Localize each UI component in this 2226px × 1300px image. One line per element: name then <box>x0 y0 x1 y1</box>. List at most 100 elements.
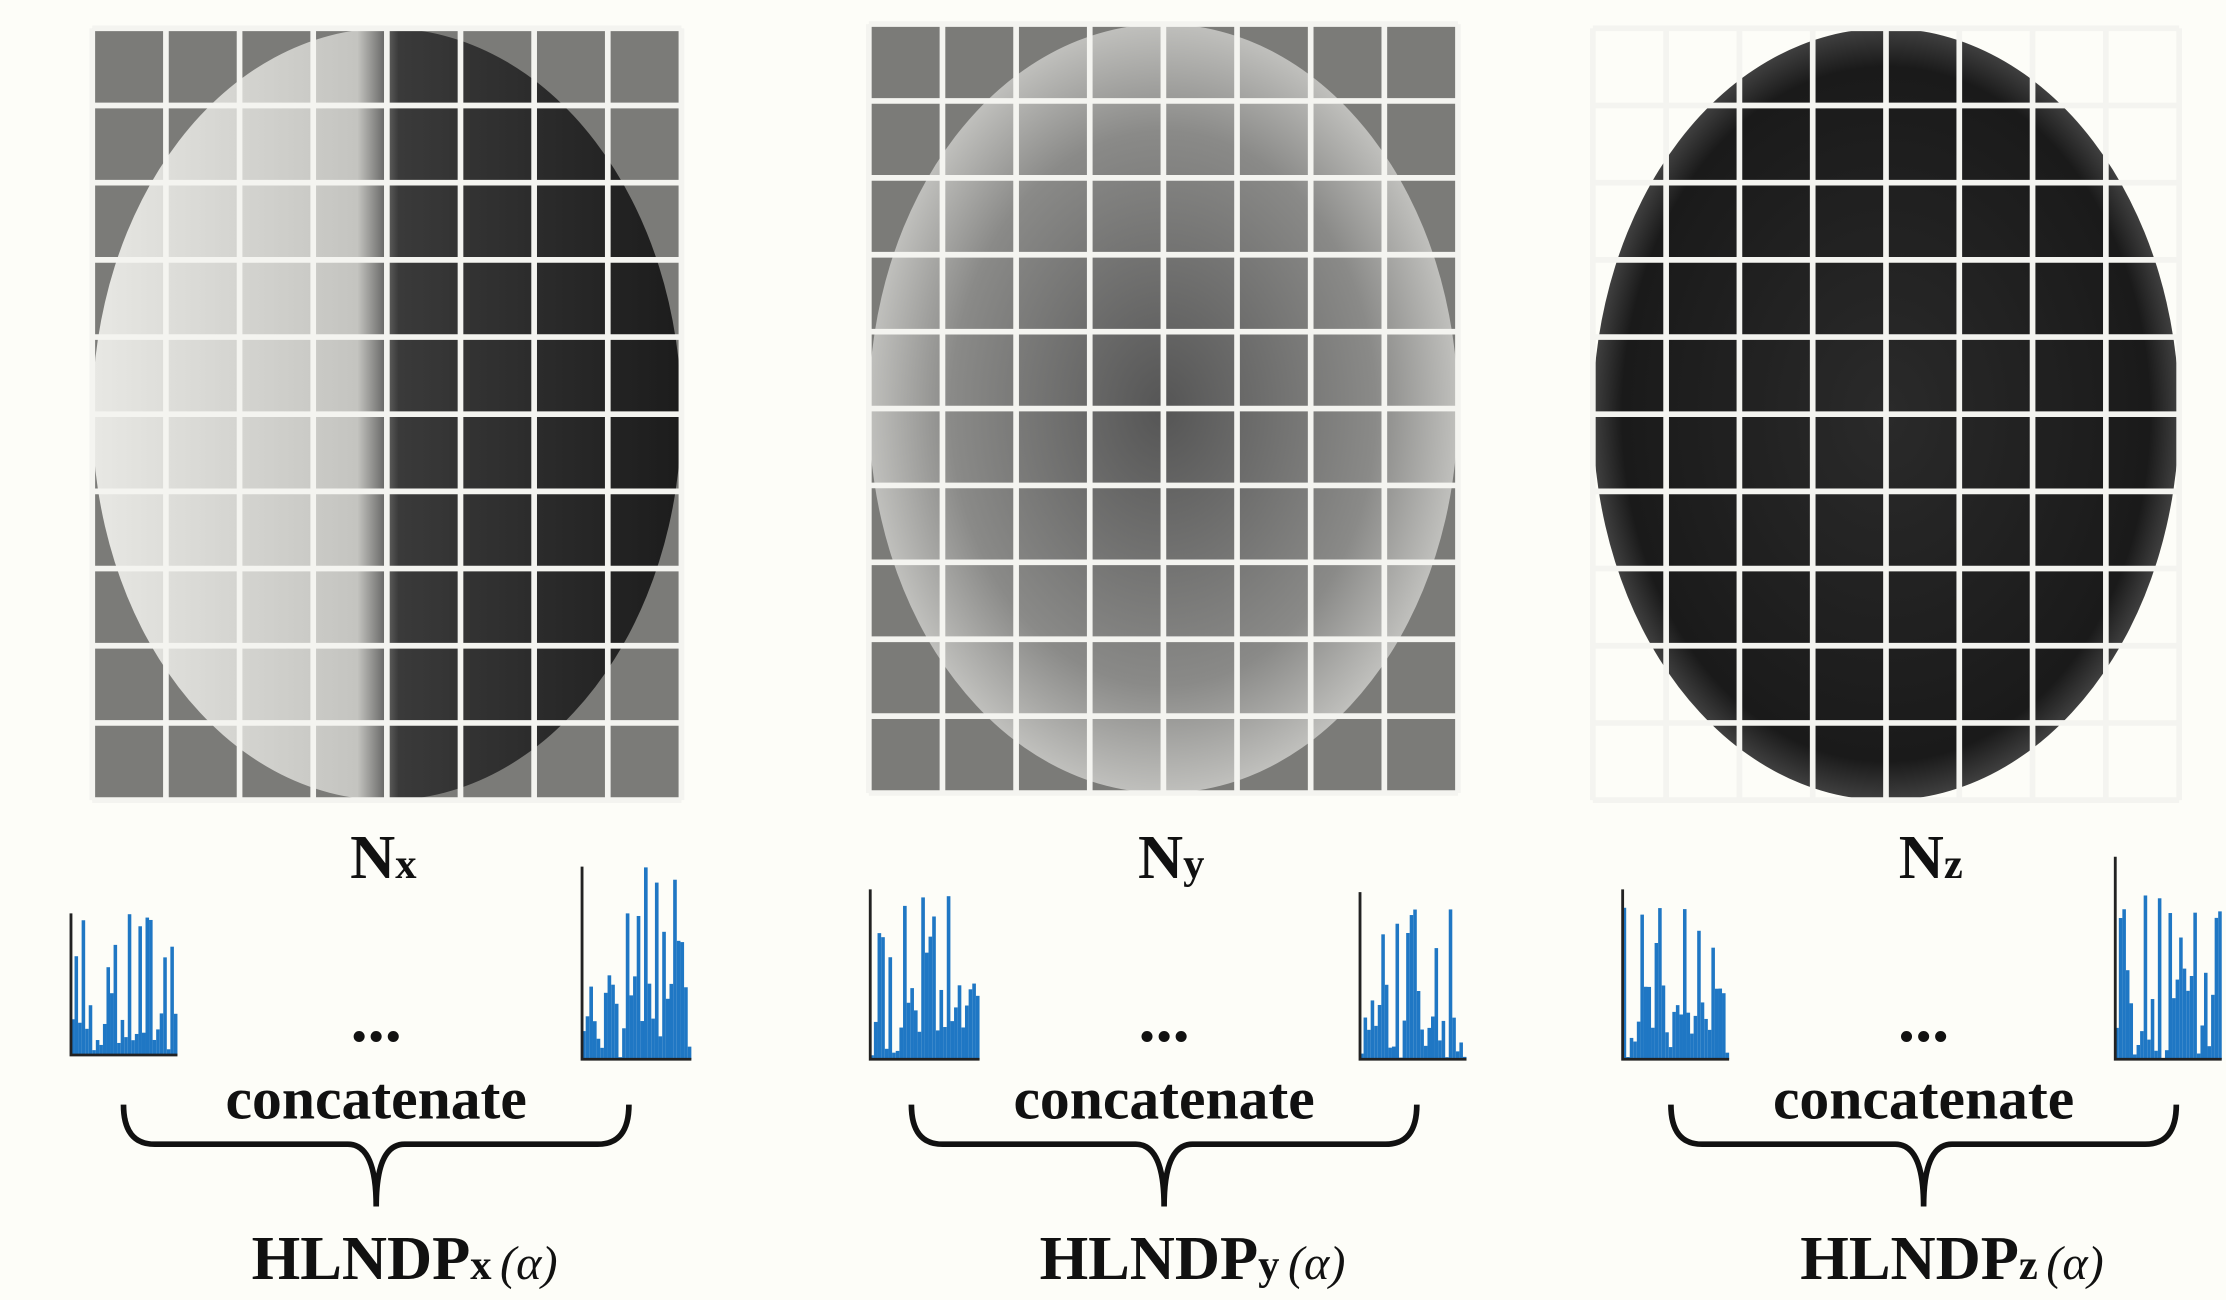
histogram-bar <box>146 918 150 1055</box>
histogram-bar <box>648 984 652 1060</box>
histogram-bar <box>688 1047 692 1060</box>
histogram-bar <box>121 1020 125 1055</box>
histogram-bar <box>1413 910 1417 1060</box>
histogram-bar <box>972 984 976 1060</box>
histogram-bar <box>684 987 688 1059</box>
histogram-bar <box>2179 938 2183 1060</box>
histogram-bar <box>1431 1017 1435 1060</box>
histogram-bar <box>2211 995 2215 1059</box>
histogram-bar <box>1647 987 1651 1059</box>
histogram-bar <box>2183 969 2187 1060</box>
histogram-bar <box>2151 999 2155 1059</box>
histogram-bar <box>1452 1018 1456 1060</box>
histogram-bar <box>160 1013 164 1055</box>
histogram-bar <box>156 1029 160 1055</box>
histogram-bar <box>2186 991 2190 1059</box>
histogram-bar <box>75 956 79 1055</box>
histogram-bar <box>659 1036 663 1059</box>
histogram-bar <box>2122 909 2126 1059</box>
histogram-bar <box>174 1014 178 1055</box>
histogram-bar <box>1701 1002 1705 1059</box>
histogram-bar <box>2218 911 2222 1059</box>
histogram-bar <box>1388 1048 1392 1060</box>
ellipsis: ... <box>351 980 402 1056</box>
histogram-bar <box>117 1043 121 1055</box>
histogram-bar <box>899 1028 903 1060</box>
histogram-bar <box>903 906 907 1059</box>
histogram-bar <box>622 1028 626 1059</box>
histogram-bar <box>947 896 951 1059</box>
histogram-bar <box>163 957 167 1055</box>
histogram-bar <box>1718 989 1722 1060</box>
histogram-bar <box>78 1023 82 1055</box>
histogram-bar <box>1708 1030 1712 1059</box>
histogram-bar <box>1665 1032 1669 1059</box>
histogram-bar <box>1459 1042 1463 1059</box>
operation-label: concatenate <box>226 1066 527 1132</box>
histogram-bar <box>593 1021 597 1059</box>
histogram-bar <box>950 1021 954 1059</box>
figure: Nx...concatenateHLNDPx(α)Ny...concatenat… <box>0 0 2226 1300</box>
histogram-bar <box>1420 1030 1424 1060</box>
histogram-bar <box>651 1019 655 1060</box>
histogram-bar <box>1683 909 1687 1059</box>
histogram-bar <box>2147 1040 2151 1060</box>
histogram-bar <box>969 989 973 1059</box>
label-base: N <box>1138 823 1183 892</box>
histogram-bar <box>589 987 593 1060</box>
histogram-bar <box>2158 898 2162 1059</box>
histogram-bar <box>1392 1047 1396 1060</box>
histogram-bar <box>615 1004 619 1059</box>
histogram-bar <box>662 932 666 1059</box>
histogram-bar <box>1381 934 1385 1059</box>
histogram-bar <box>1633 1042 1637 1060</box>
histogram-bar <box>907 1003 911 1060</box>
histogram-bar <box>1385 985 1389 1059</box>
histogram-bar <box>939 990 943 1059</box>
histogram-bar <box>1722 993 1726 1059</box>
histogram-bar <box>604 993 608 1059</box>
histogram-bar <box>2172 998 2176 1059</box>
descriptor-argument: (α) <box>2046 1237 2103 1290</box>
histogram-bar <box>600 1048 604 1059</box>
histogram-bar <box>644 867 648 1059</box>
histogram-bar <box>1687 1013 1691 1060</box>
histogram-bar <box>99 1045 103 1055</box>
histogram-bar <box>597 1039 601 1060</box>
histogram-bar <box>2137 1045 2141 1059</box>
histogram-bar <box>680 942 684 1059</box>
histogram-bar <box>1658 908 1662 1059</box>
histogram-bar <box>965 1006 969 1060</box>
histogram-bar <box>2126 970 2130 1059</box>
histogram-bar <box>1374 1026 1378 1059</box>
histogram-bar <box>633 976 637 1059</box>
histogram-bar <box>1690 1034 1694 1060</box>
histogram-bar <box>629 995 633 1059</box>
histogram-bar <box>1378 1005 1382 1059</box>
operation-label: concatenate <box>1013 1066 1314 1132</box>
histogram-bar <box>131 1040 135 1055</box>
histogram-bar <box>135 1034 139 1055</box>
histogram-bar <box>637 916 641 1059</box>
histogram-bar <box>1630 1038 1634 1059</box>
label-subscript: z <box>1944 841 1963 888</box>
histogram-bar <box>925 953 929 1060</box>
histogram-bar <box>655 883 659 1060</box>
histogram-bar <box>2140 1031 2144 1059</box>
histogram-bar <box>1715 989 1719 1060</box>
ellipsis: ... <box>1898 980 1949 1056</box>
descriptor-argument: (α) <box>500 1237 557 1290</box>
descriptor-argument: (α) <box>1288 1237 1345 1290</box>
histogram-bar <box>1438 1040 1442 1059</box>
histogram-bar <box>958 985 962 1059</box>
histogram-bar <box>128 914 132 1055</box>
histogram-bar <box>1644 987 1648 1059</box>
histogram-bar <box>85 1029 89 1055</box>
label-subscript: y <box>1183 841 1204 888</box>
histogram-bar <box>608 975 612 1059</box>
histogram-bar <box>666 999 670 1059</box>
histogram-bar <box>103 1024 107 1055</box>
histogram-bar <box>874 1022 878 1059</box>
histogram-bar <box>881 937 885 1059</box>
histogram-bar <box>110 993 114 1055</box>
